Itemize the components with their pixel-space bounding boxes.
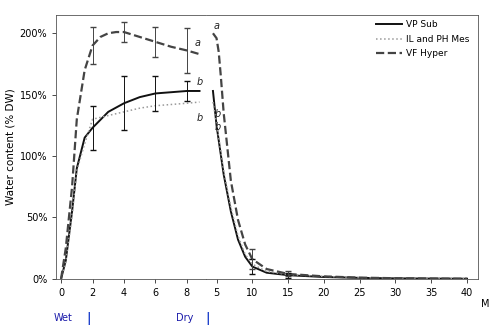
Text: Dry: Dry — [176, 314, 194, 323]
Text: b: b — [196, 77, 202, 87]
Legend: VP Sub, IL and PH Mes, VF Hyper: VP Sub, IL and PH Mes, VF Hyper — [373, 17, 473, 62]
Text: |: | — [86, 312, 91, 325]
Text: a: a — [214, 21, 220, 31]
Text: b: b — [215, 121, 221, 131]
Text: b: b — [215, 109, 221, 119]
Text: a: a — [195, 38, 201, 48]
Y-axis label: Water content (% DW): Water content (% DW) — [5, 88, 16, 205]
Text: Wet: Wet — [54, 314, 73, 323]
Text: b: b — [196, 113, 202, 123]
Text: |: | — [205, 312, 210, 325]
Text: Minutes: Minutes — [481, 299, 490, 309]
